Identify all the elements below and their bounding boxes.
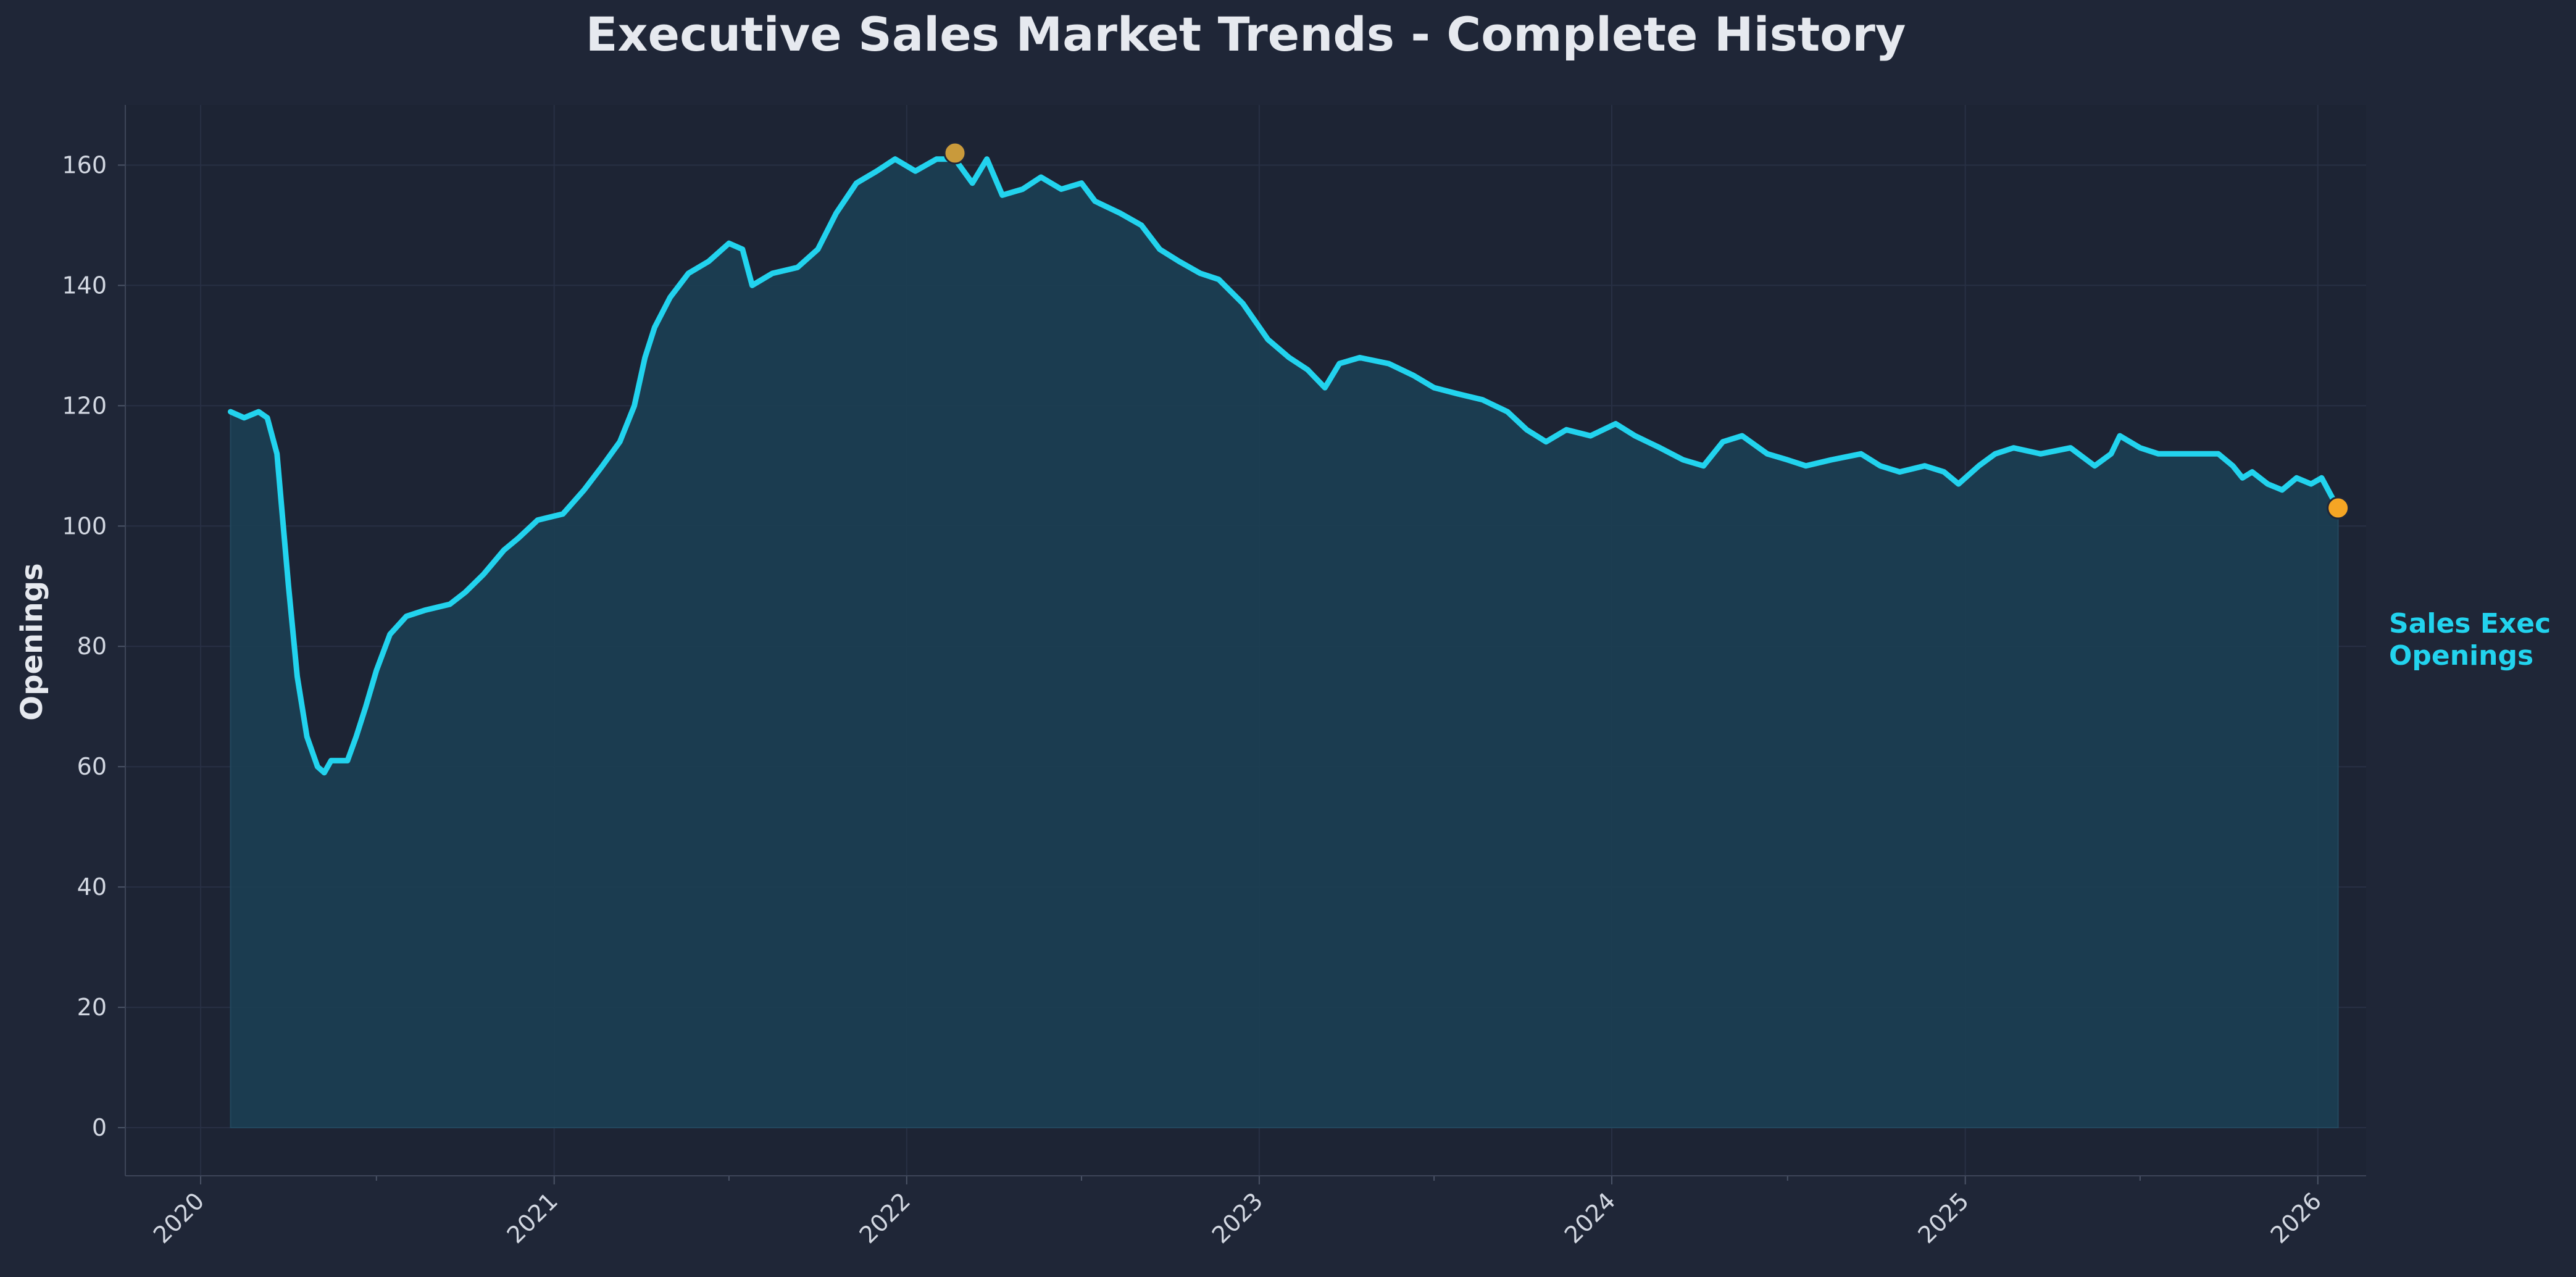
y-tick-label: 120 (62, 392, 107, 419)
y-tick-label: 160 (62, 151, 107, 178)
y-axis-label: Openings (15, 563, 49, 720)
y-tick-label: 100 (62, 512, 107, 539)
axis-layer (118, 105, 2366, 1184)
point-marker (943, 141, 967, 165)
chart-title: Executive Sales Market Trends - Complete… (586, 7, 1906, 62)
y-tick-label: 80 (77, 633, 107, 660)
y-tick-label: 0 (92, 1114, 107, 1141)
series-label-line-1: Sales Exec (2389, 608, 2551, 639)
series-label: Sales Exec Openings (2389, 608, 2561, 672)
point-marker (2327, 496, 2350, 520)
y-tick-label: 20 (77, 994, 107, 1021)
y-tick-label: 40 (77, 873, 107, 901)
area-layer (228, 156, 2341, 1129)
series-line (228, 156, 2341, 776)
marker-layer (943, 141, 2350, 520)
y-tick-label: 60 (77, 753, 107, 780)
series-label-line-2: Openings (2389, 640, 2533, 672)
y-tick-label: 140 (62, 272, 107, 299)
